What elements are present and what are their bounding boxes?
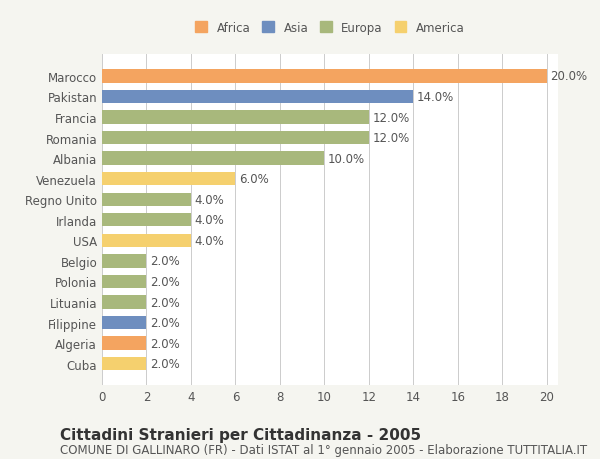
- Text: 4.0%: 4.0%: [194, 235, 224, 247]
- Text: 2.0%: 2.0%: [150, 316, 179, 330]
- Text: 4.0%: 4.0%: [194, 214, 224, 227]
- Text: 2.0%: 2.0%: [150, 275, 179, 288]
- Bar: [102, 132, 369, 145]
- Text: 10.0%: 10.0%: [328, 152, 365, 165]
- Text: 12.0%: 12.0%: [372, 111, 410, 124]
- Bar: [102, 193, 191, 207]
- Legend: Africa, Asia, Europa, America: Africa, Asia, Europa, America: [192, 18, 468, 38]
- Text: 14.0%: 14.0%: [417, 91, 454, 104]
- Text: 12.0%: 12.0%: [372, 132, 410, 145]
- Text: Cittadini Stranieri per Cittadinanza - 2005: Cittadini Stranieri per Cittadinanza - 2…: [60, 427, 421, 442]
- Text: 20.0%: 20.0%: [550, 70, 587, 83]
- Bar: [102, 296, 146, 309]
- Bar: [102, 316, 146, 330]
- Bar: [102, 357, 146, 370]
- Text: COMUNE DI GALLINARO (FR) - Dati ISTAT al 1° gennaio 2005 - Elaborazione TUTTITAL: COMUNE DI GALLINARO (FR) - Dati ISTAT al…: [60, 443, 587, 456]
- Bar: [102, 255, 146, 268]
- Bar: [102, 111, 369, 124]
- Bar: [102, 173, 235, 186]
- Text: 2.0%: 2.0%: [150, 358, 179, 370]
- Text: 2.0%: 2.0%: [150, 337, 179, 350]
- Bar: [102, 213, 191, 227]
- Bar: [102, 234, 191, 247]
- Text: 2.0%: 2.0%: [150, 296, 179, 309]
- Bar: [102, 275, 146, 289]
- Text: 6.0%: 6.0%: [239, 173, 269, 186]
- Bar: [102, 152, 325, 165]
- Text: 2.0%: 2.0%: [150, 255, 179, 268]
- Bar: [102, 337, 146, 350]
- Text: 4.0%: 4.0%: [194, 193, 224, 206]
- Bar: [102, 70, 547, 84]
- Bar: [102, 90, 413, 104]
